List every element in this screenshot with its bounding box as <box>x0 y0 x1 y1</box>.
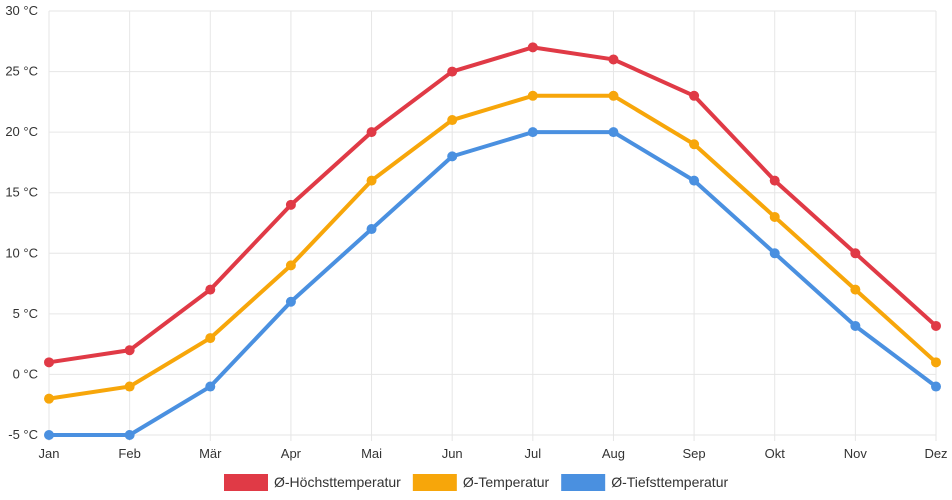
data-point[interactable] <box>285 260 296 271</box>
data-point[interactable] <box>366 224 377 235</box>
data-point[interactable] <box>608 54 619 65</box>
x-tick-label: Mär <box>199 446 222 461</box>
y-tick-label: -5 °C <box>8 427 38 442</box>
data-point[interactable] <box>124 345 135 356</box>
series-line-2 <box>47 130 938 437</box>
y-tick-label: 15 °C <box>5 185 38 200</box>
x-tick-label: Jan <box>39 446 60 461</box>
data-point[interactable] <box>124 381 135 392</box>
legend-swatch <box>561 474 606 491</box>
legend-label: Ø-Temperatur <box>463 474 550 490</box>
data-point[interactable] <box>124 430 135 440</box>
data-point[interactable] <box>689 175 700 186</box>
y-tick-label: 30 °C <box>5 3 38 18</box>
y-tick-label: 20 °C <box>5 124 38 139</box>
x-tick-label: Nov <box>844 446 868 461</box>
data-point[interactable] <box>447 66 458 77</box>
x-axis-labels: Jan Feb Mär Apr Mai Jun Jul Aug Sep Okt Nov Dez <box>39 446 948 461</box>
data-point[interactable] <box>44 357 54 368</box>
legend[interactable]: Ø-Höchsttemperatur Ø-Temperatur Ø-Tiefstte… <box>224 474 728 491</box>
data-point[interactable] <box>527 42 538 53</box>
y-tick-label: 0 °C <box>13 366 38 381</box>
legend-label: Ø-Tiefsttemperatur <box>611 474 728 490</box>
x-tick-label: Feb <box>118 446 140 461</box>
series-line-1 <box>47 93 938 401</box>
legend-item-0[interactable]: Ø-Höchsttemperatur <box>224 474 401 491</box>
data-point[interactable] <box>689 90 700 101</box>
data-point[interactable] <box>447 115 458 126</box>
legend-item-2[interactable]: Ø-Tiefsttemperatur <box>561 474 728 491</box>
x-tick-label: Jul <box>525 446 542 461</box>
data-point[interactable] <box>608 90 619 101</box>
data-point[interactable] <box>285 199 296 210</box>
data-point[interactable] <box>769 175 780 186</box>
legend-label: Ø-Höchsttemperatur <box>274 474 401 490</box>
data-point[interactable] <box>44 430 54 440</box>
legend-swatch <box>224 474 268 491</box>
legend-swatch <box>412 474 457 491</box>
data-point[interactable] <box>850 248 861 259</box>
y-axis-labels: 30 °C 25 °C 20 °C 15 °C 10 °C 5 °C 0 °C -5 °C <box>5 3 38 442</box>
data-point[interactable] <box>447 151 458 162</box>
data-point[interactable] <box>44 393 54 404</box>
data-point[interactable] <box>527 127 538 138</box>
x-tick-label: Sep <box>683 446 706 461</box>
series-lines <box>44 42 941 440</box>
x-tick-label: Aug <box>602 446 625 461</box>
x-tick-label: Mai <box>361 446 382 461</box>
x-tick-label: Okt <box>765 446 786 461</box>
data-point[interactable] <box>931 320 941 331</box>
data-point[interactable] <box>850 320 861 331</box>
data-point[interactable] <box>285 296 296 307</box>
y-tick-label: 25 °C <box>5 64 38 79</box>
x-tick-label: Dez <box>924 446 947 461</box>
y-tick-label: 5 °C <box>13 306 38 321</box>
y-tick-label: 10 °C <box>5 245 38 260</box>
data-point[interactable] <box>205 381 216 392</box>
x-tick-label: Jun <box>442 446 463 461</box>
data-point[interactable] <box>931 357 941 368</box>
x-tick-label: Apr <box>281 446 302 461</box>
data-point[interactable] <box>769 248 780 259</box>
data-point[interactable] <box>850 284 861 295</box>
data-point[interactable] <box>931 381 941 392</box>
data-point[interactable] <box>689 139 700 150</box>
data-point[interactable] <box>205 333 216 344</box>
data-point[interactable] <box>205 284 216 295</box>
data-point[interactable] <box>527 90 538 101</box>
grid-lines <box>48 10 937 441</box>
data-point[interactable] <box>608 127 619 138</box>
data-point[interactable] <box>366 175 377 186</box>
data-point[interactable] <box>366 127 377 138</box>
data-point[interactable] <box>769 211 780 222</box>
legend-item-1[interactable]: Ø-Temperatur <box>412 474 550 491</box>
series-line-0 <box>47 45 938 365</box>
